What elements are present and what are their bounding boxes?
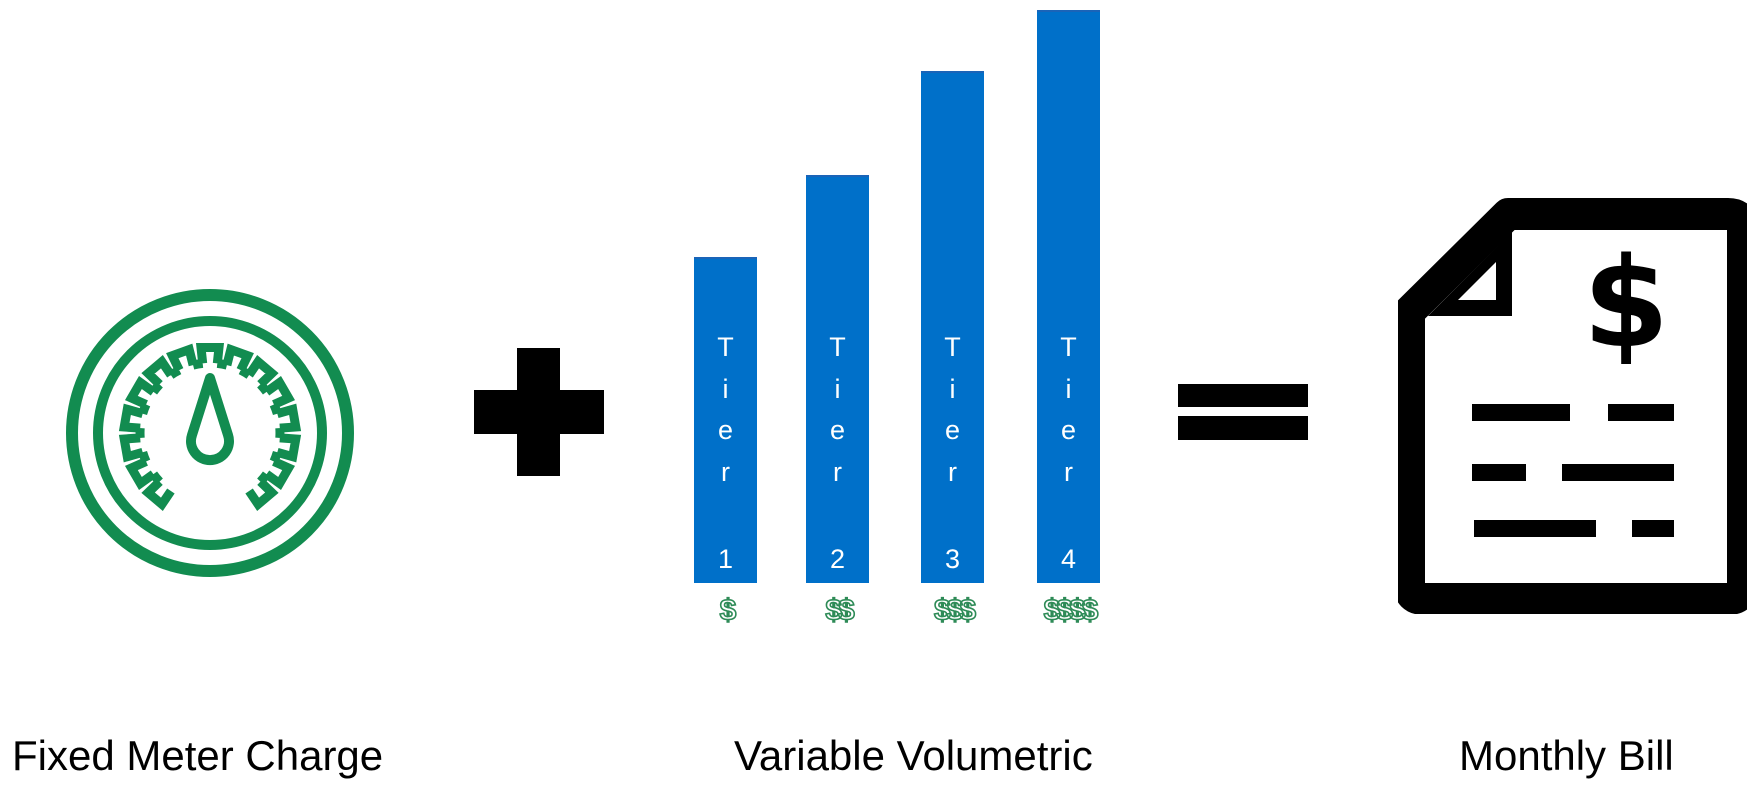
tier-number: 2 bbox=[829, 544, 846, 574]
monthly-bill-caption: Monthly Bill bbox=[1459, 732, 1674, 779]
variable-volumetric-caption: Variable Volumetric bbox=[734, 732, 1093, 779]
gauge-tick-ring bbox=[118, 343, 302, 511]
tier-number: 3 bbox=[944, 544, 961, 574]
tier-bar-4: T i e r 4 bbox=[1037, 10, 1100, 583]
tier-bar-3: T i e r 3 bbox=[921, 71, 984, 583]
bill-document-icon: $ bbox=[1398, 198, 1747, 614]
tier-price-1: $ bbox=[719, 593, 737, 628]
plus-icon bbox=[474, 348, 604, 476]
bill-dollar-sign: $ bbox=[1583, 232, 1669, 376]
fixed-meter-caption: Fixed Meter Charge bbox=[12, 732, 384, 779]
tier-label: T i e r bbox=[829, 332, 846, 487]
tier-label: T i e r bbox=[944, 332, 961, 487]
tier-label: T i e r bbox=[717, 332, 734, 487]
tier-price-2: $$ bbox=[825, 593, 856, 628]
tier-bar-1: T i e r 1 bbox=[694, 257, 757, 583]
tier-price-3: $$$ bbox=[933, 593, 977, 628]
tier-number: 4 bbox=[1060, 544, 1077, 574]
tier-price-4: $$$$ bbox=[1043, 593, 1099, 628]
tier-number: 1 bbox=[717, 544, 734, 574]
tier-bar-2: T i e r 2 bbox=[806, 175, 869, 583]
equals-icon bbox=[1178, 384, 1308, 440]
gauge-icon bbox=[66, 289, 354, 577]
tier-label: T i e r bbox=[1060, 332, 1077, 487]
